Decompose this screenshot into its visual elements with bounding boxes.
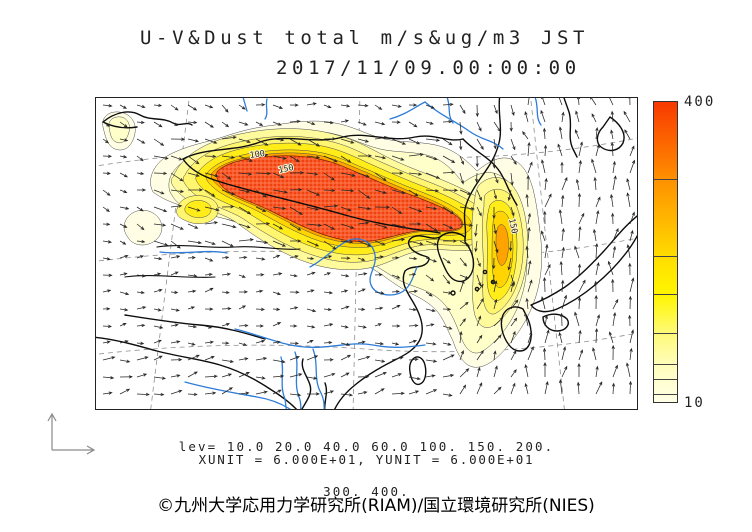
vector-units-text: XUNIT = 6.000E+01, YUNIT = 6.000E+01 — [198, 452, 535, 467]
contour-levels-text: lev= 10.0 20.0 40.0 60.0 100. 150. 200. … — [95, 409, 638, 529]
contour-300-red-core — [216, 155, 463, 242]
colorbar-tick-60 — [654, 363, 677, 365]
colorbar-tick-100 — [654, 332, 677, 334]
plot-title: U-V&Dust total m/s&ug/m3 JST — [140, 27, 590, 49]
xy-axes-icon — [47, 412, 96, 455]
wind-vector-field — [102, 97, 636, 397]
map-border — [95, 97, 638, 410]
river-lines — [159, 97, 542, 410]
colorbar-tick-300 — [654, 178, 677, 180]
contour-label-150-main: 150 — [278, 163, 295, 176]
contour-20-blob-nw — [108, 116, 130, 144]
colorbar-tick-200 — [654, 255, 677, 257]
colorbar-tick-40 — [654, 378, 677, 380]
contour-label-100: 100 — [249, 149, 266, 161]
contour-label-150-japan: 150 — [506, 218, 519, 235]
contour-200-japan — [495, 224, 509, 266]
colorbar-tick-20 — [654, 394, 677, 396]
contour-levels-line2: 300. 400. — [323, 484, 410, 499]
colorbar-tick-150 — [654, 294, 677, 296]
colorbar — [653, 101, 678, 403]
colorbar-min-label: 10 — [684, 395, 705, 411]
colorbar-max-label: 400 — [684, 94, 716, 110]
coastlines-borders — [95, 97, 638, 410]
credit-text: ©九州大学応用力学研究所(RIAM)/国立環境研究所(NIES) — [157, 496, 595, 516]
contour-value-labels: 100 150 150 — [248, 148, 520, 236]
plot-datetime: 2017/11/09.00:00:00 — [276, 57, 581, 79]
map-plot-area: 100 150 150 — [95, 97, 638, 410]
contour-levels-line1: lev= 10.0 20.0 40.0 60.0 100. 150. 200. — [178, 439, 555, 454]
